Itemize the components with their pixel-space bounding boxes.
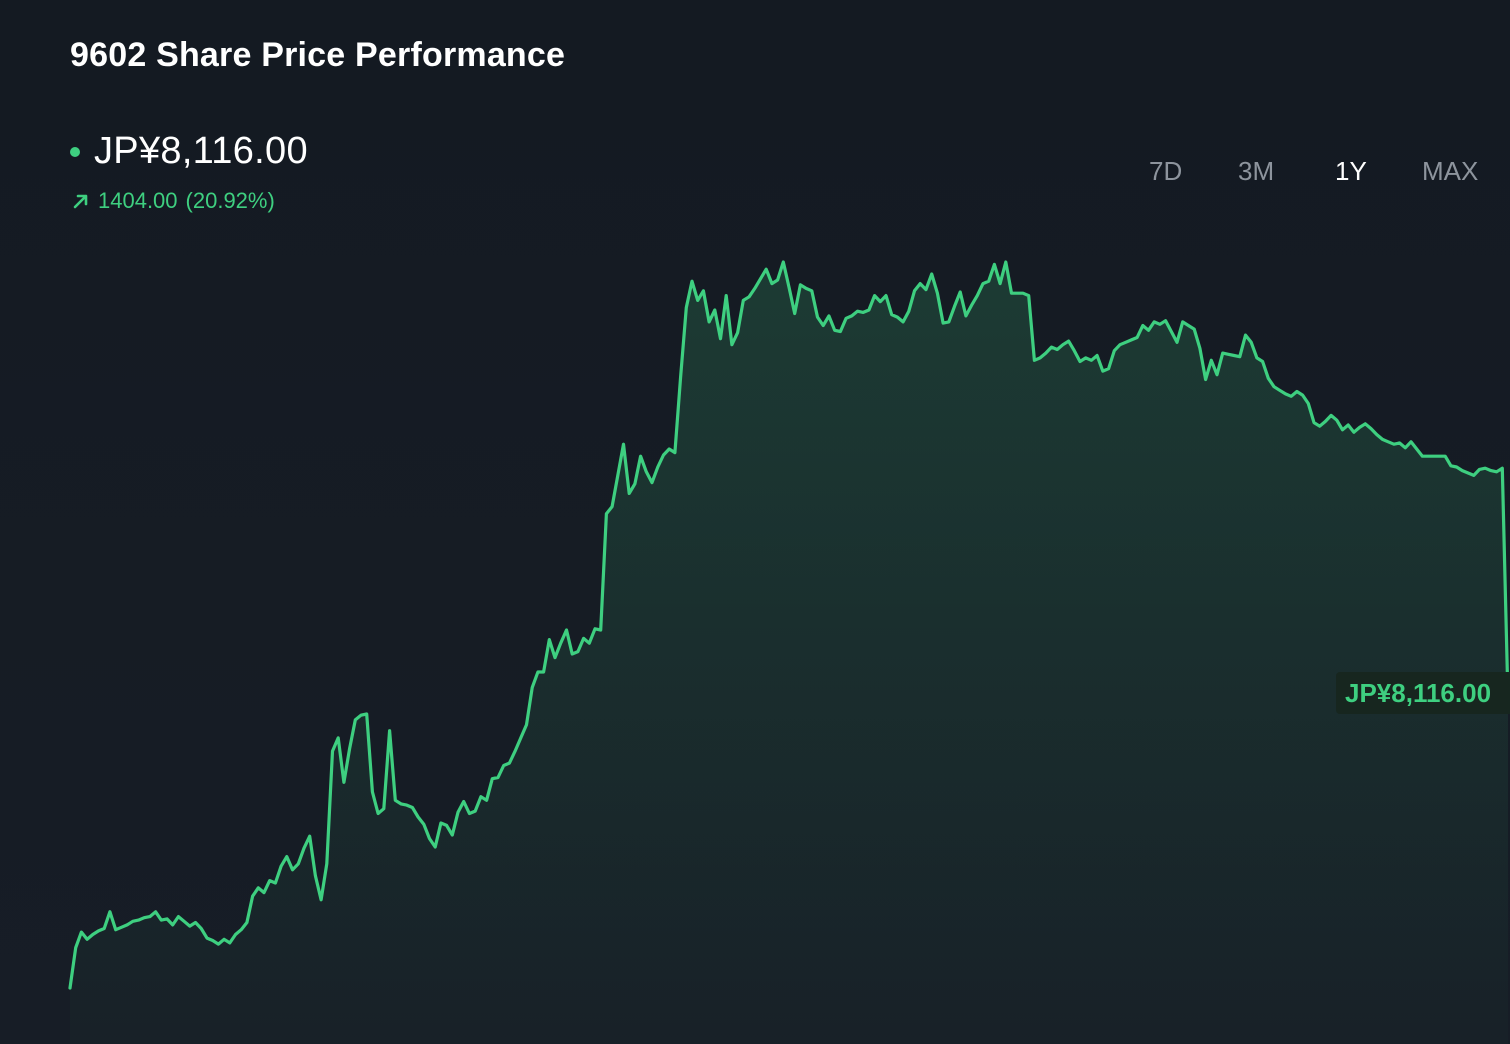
last-price-label: JP¥8,116.00 xyxy=(1336,672,1510,714)
change-absolute: 1404.00 xyxy=(98,188,178,213)
last-price-label-bg xyxy=(1336,672,1510,714)
range-tab-1y[interactable]: 1Y xyxy=(1335,156,1367,186)
range-tab-3m[interactable]: 3M xyxy=(1238,156,1275,186)
range-tab-max[interactable]: MAX xyxy=(1422,156,1479,186)
range-tab-7d[interactable]: 7D xyxy=(1149,156,1183,186)
price-line xyxy=(68,260,1510,990)
change-percent: (20.92%) xyxy=(185,188,275,213)
arrow-up-right-icon xyxy=(73,194,88,209)
price-change: 1404.00 (20.92%) xyxy=(72,188,275,214)
price-area xyxy=(70,262,1508,1044)
chart-title: 9602 Share Price Performance xyxy=(70,36,566,74)
last-price-label-text: JP¥8,116.00 xyxy=(1345,678,1491,708)
current-price-row: JP¥8,116.00 xyxy=(70,130,308,173)
dot-icon xyxy=(70,146,80,157)
range-selector: 7D 3M 1Y MAX xyxy=(0,156,1510,190)
current-price: JP¥8,116.00 xyxy=(94,130,308,172)
